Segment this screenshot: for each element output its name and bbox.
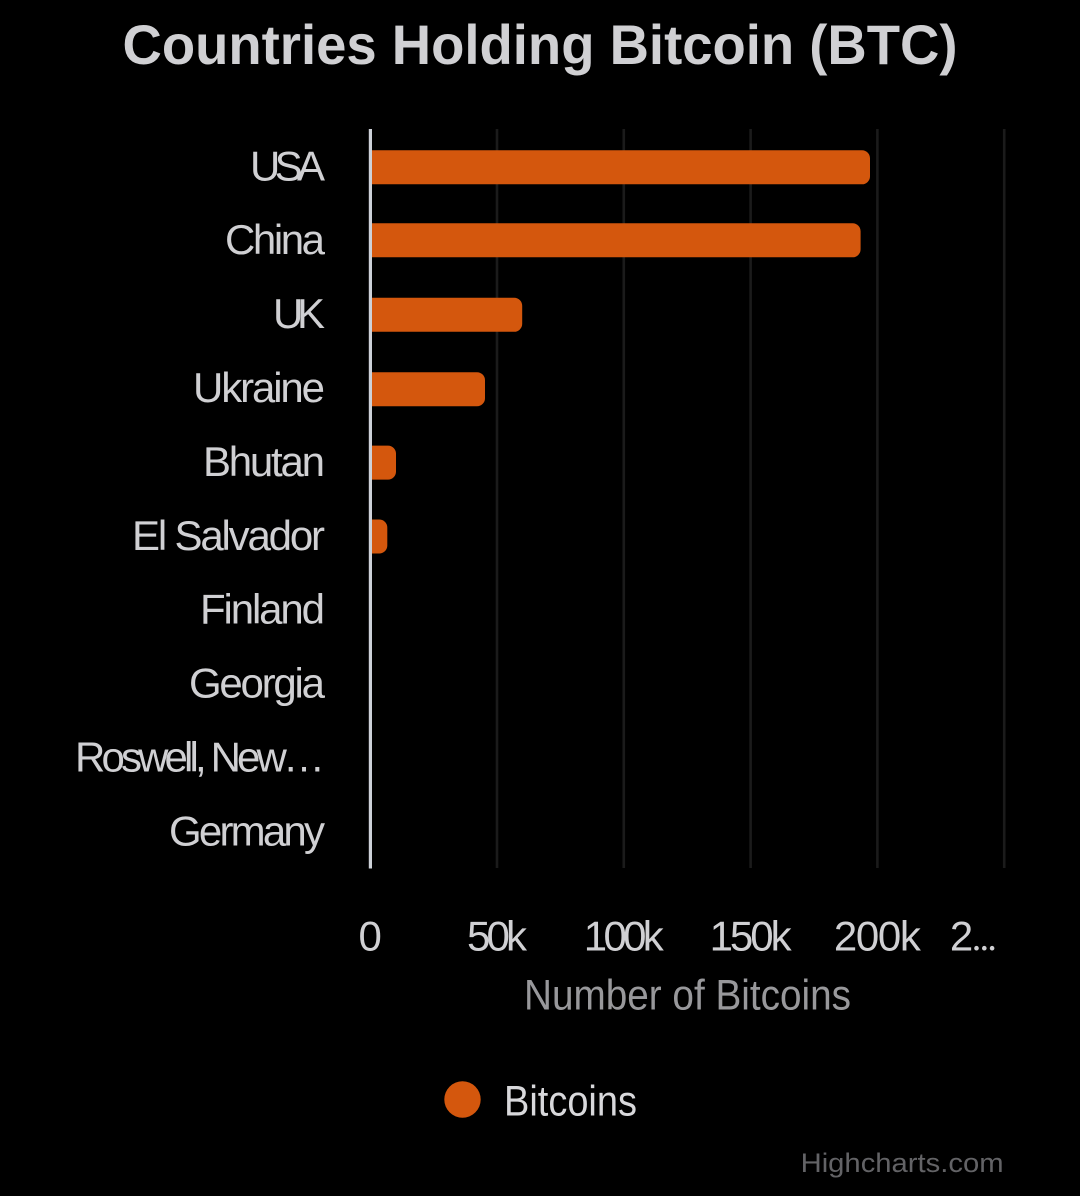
- svg-text:0: 0: [359, 913, 382, 960]
- svg-text:2: 2: [950, 913, 973, 960]
- svg-text:China: China: [225, 216, 326, 263]
- svg-text:Finland: Finland: [200, 586, 325, 633]
- svg-text:USA: USA: [250, 142, 325, 189]
- svg-text:UK: UK: [273, 290, 325, 337]
- svg-text:150k: 150k: [710, 913, 793, 960]
- svg-text:100k: 100k: [584, 913, 665, 960]
- svg-text:Countries Holding Bitcoin (BTC: Countries Holding Bitcoin (BTC): [123, 13, 958, 76]
- svg-text:Roswell, New…: Roswell, New…: [75, 734, 325, 781]
- svg-text:Georgia: Georgia: [189, 660, 326, 707]
- svg-text:50k: 50k: [467, 913, 528, 960]
- svg-text:Bhutan: Bhutan: [203, 438, 325, 485]
- svg-text:Highcharts.com: Highcharts.com: [801, 1148, 1004, 1178]
- svg-text:Ukraine: Ukraine: [193, 364, 325, 411]
- svg-text:Number of Bitcoins: Number of Bitcoins: [524, 972, 851, 1020]
- svg-text:El Salvador: El Salvador: [132, 512, 325, 559]
- svg-text:Bitcoins: Bitcoins: [504, 1077, 637, 1125]
- svg-text:Germany: Germany: [169, 807, 325, 854]
- svg-text:200k: 200k: [834, 913, 922, 960]
